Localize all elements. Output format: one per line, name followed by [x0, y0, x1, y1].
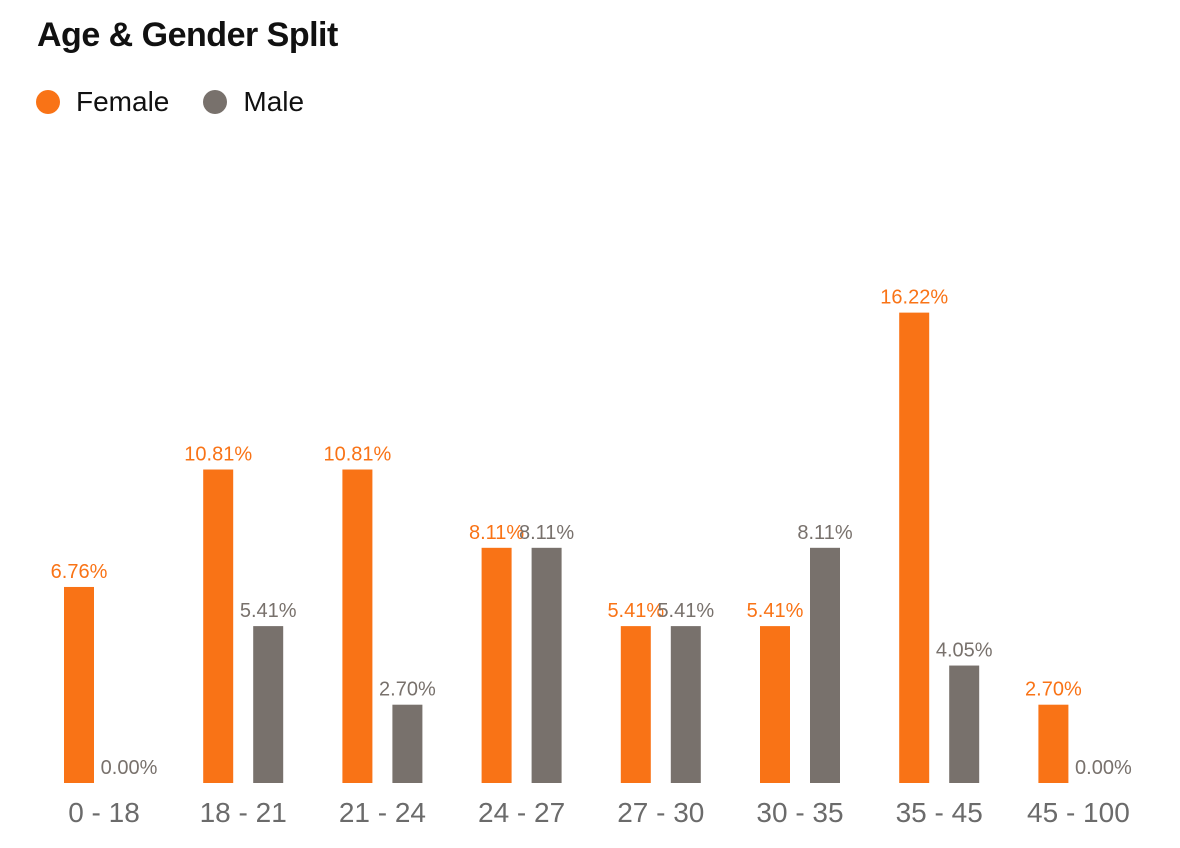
x-tick-label: 18 - 21 [200, 797, 287, 828]
x-tick-label: 35 - 45 [896, 797, 983, 828]
x-tick-label: 24 - 27 [478, 797, 565, 828]
legend-item-female[interactable]: Female [36, 86, 169, 118]
data-label: 4.05% [936, 640, 993, 662]
bar-female-7[interactable] [1038, 704, 1069, 783]
data-label: 10.81% [184, 444, 252, 466]
bar-male-2[interactable] [392, 704, 423, 783]
data-label: 0.00% [101, 757, 158, 779]
data-label: 8.11% [469, 522, 524, 544]
data-label: 2.70% [379, 679, 436, 701]
legend: Female Male [36, 86, 304, 118]
x-tick-label: 0 - 18 [68, 797, 140, 828]
x-tick-label: 27 - 30 [617, 797, 704, 828]
x-tick-label: 45 - 100 [1027, 797, 1130, 828]
x-tick-label: 21 - 24 [339, 797, 426, 828]
data-label: 8.11% [519, 522, 574, 544]
legend-dot-icon [36, 90, 60, 114]
bar-female-4[interactable] [620, 626, 651, 783]
bar-female-1[interactable] [203, 469, 234, 783]
data-label: 5.41% [747, 600, 804, 622]
bar-female-3[interactable] [481, 547, 512, 783]
bar-male-1[interactable] [253, 626, 284, 783]
data-label: 5.41% [657, 600, 714, 622]
data-label: 10.81% [323, 444, 391, 466]
data-label: 0.00% [1075, 757, 1132, 779]
bar-male-5[interactable] [810, 547, 840, 783]
data-label: 6.76% [51, 561, 108, 583]
legend-dot-icon [203, 90, 228, 114]
chart-title: Age & Gender Split [37, 16, 338, 54]
legend-item-male[interactable]: Male [203, 86, 304, 118]
data-label: 8.11% [797, 522, 852, 544]
bar-male-4[interactable] [670, 626, 701, 783]
bar-male-3[interactable] [531, 547, 562, 783]
bar-female-0[interactable] [64, 586, 94, 783]
bar-female-6[interactable] [899, 312, 930, 783]
data-label: 2.70% [1025, 679, 1082, 701]
data-label: 16.22% [880, 287, 948, 309]
bar-female-2[interactable] [342, 469, 373, 783]
data-label: 5.41% [607, 600, 664, 622]
x-tick-label: 30 - 35 [756, 797, 843, 828]
legend-label: Male [243, 86, 305, 117]
data-label: 5.41% [240, 600, 297, 622]
bar-female-5[interactable] [760, 626, 790, 783]
bar-male-6[interactable] [949, 665, 980, 783]
legend-label: Female [76, 86, 170, 117]
